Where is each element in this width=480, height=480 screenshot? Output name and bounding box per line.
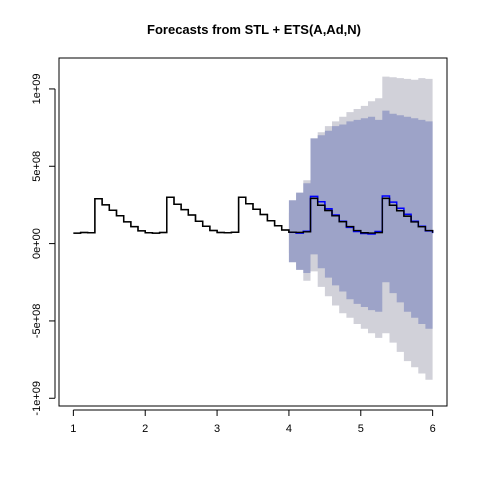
x-tick-label: 1 bbox=[70, 423, 76, 435]
y-tick-label: -1e+09 bbox=[31, 381, 43, 416]
x-tick-label: 4 bbox=[286, 423, 292, 435]
y-tick-label: 0e+00 bbox=[31, 228, 43, 259]
x-tick-label: 5 bbox=[358, 423, 364, 435]
history-line-overlay bbox=[73, 196, 434, 234]
interval-80-band bbox=[288, 110, 433, 331]
chart-title: Forecasts from STL + ETS(A,Ad,N) bbox=[147, 22, 361, 37]
series-layer bbox=[73, 195, 434, 235]
plot-frame bbox=[58, 57, 448, 407]
x-tick-label: 6 bbox=[430, 423, 436, 435]
y-tick-label: -5e+08 bbox=[31, 304, 43, 339]
y-tick-label: 1e+09 bbox=[31, 73, 43, 104]
axes-layer: 1 2 3 4 5 6 -1e+09 -5e+08 0e+00 5e+08 1e+09 bbox=[31, 73, 436, 435]
x-tick-label: 3 bbox=[214, 423, 220, 435]
y-tick-label: 5e+08 bbox=[31, 151, 43, 182]
x-tick-label: 2 bbox=[142, 423, 148, 435]
